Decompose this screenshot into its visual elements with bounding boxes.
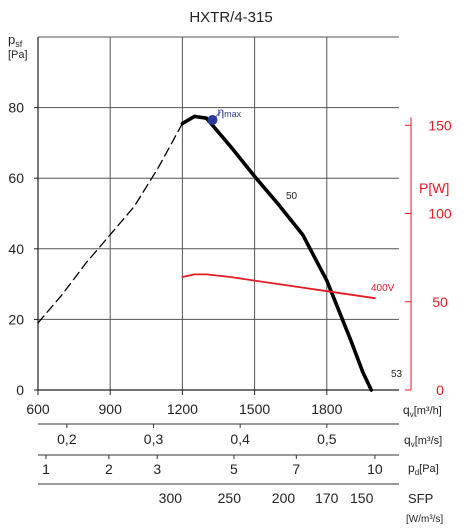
y-right-tick-label: 150 [428, 117, 452, 133]
sfp-label: SFP [408, 491, 433, 506]
y-left-tick-label: 40 [8, 241, 24, 257]
x-label-unit: [m³/h] [414, 405, 442, 417]
y-right-ticks: 0 50 100 150 [405, 117, 452, 398]
pd-tick-label: 3 [153, 461, 161, 477]
eta-symbol: η [217, 105, 224, 119]
qv-m3s-label-sub: v [411, 440, 415, 449]
eta-max-point [207, 114, 218, 125]
secondary-axis-label-flow-m3s: qv[m³/s] [404, 433, 442, 449]
sfp-tick-label: 300 [159, 490, 183, 506]
x-label-sub: v [410, 410, 414, 419]
y-right-tick-label: 100 [428, 206, 452, 222]
x-tick-label: 1200 [167, 401, 198, 417]
pd-label-main: p [408, 461, 415, 475]
y-left-label-sub: sf [15, 39, 23, 49]
y-left-axis-unit: [Pa] [8, 49, 28, 61]
curve-label-50: 50 [286, 191, 298, 202]
pd-tick-label: 5 [230, 461, 238, 477]
qv-m3s-label-main: q [404, 433, 411, 447]
pd-tick-label: 2 [105, 461, 113, 477]
y-left-tick-label: 0 [16, 382, 24, 398]
series-line-dashed-extension [37, 122, 184, 324]
pd-label-unit: [Pa] [419, 463, 439, 475]
eta-sub: max [224, 109, 242, 119]
x-tick-label: 1500 [239, 401, 270, 417]
x-tick-label: 1800 [311, 401, 342, 417]
y-left-label-main: p [8, 32, 15, 47]
y-left-axis-label: psf [8, 32, 23, 49]
x-tick-label: 600 [26, 401, 50, 417]
series-line-400v [181, 273, 376, 300]
power-label-400v: 400V [371, 283, 395, 294]
eta-max-leader [215, 111, 221, 118]
x-label-main: q [403, 403, 410, 417]
pd-tick-label: 1 [42, 461, 50, 477]
sfp-unit: [W/m³/s] [406, 514, 443, 525]
sfp-tick-label: 250 [218, 490, 242, 506]
y-left-tick-label: 20 [8, 311, 24, 327]
pd-tick-label: 7 [292, 461, 300, 477]
series-line-50 [180, 114, 374, 392]
qv-m3s-tick-label: 0,2 [57, 431, 77, 447]
x-axis-label: qv[m³/h] [403, 403, 442, 419]
chart-title: HXTR/4-315 [189, 9, 272, 26]
pd-tick-label: 10 [367, 461, 383, 477]
qv-m3s-tick-label: 0,3 [144, 431, 164, 447]
x-tick-label: 900 [99, 401, 123, 417]
series-layer [37, 114, 376, 392]
sfp-tick-label: 200 [272, 490, 296, 506]
x-axis-ticks: 600 900 1200 1500 1800 [26, 390, 343, 417]
secondary-axis-label-pd: pd[Pa] [408, 461, 439, 477]
y-right-tick-label: 50 [432, 294, 448, 310]
secondary-axes: qv[m³/s] pd[Pa] SFP [W/m³/s] 0,2 0,3 0,4 0,… [38, 423, 443, 525]
qv-m3s-tick-label: 0,5 [317, 431, 337, 447]
sfp-tick-label: 150 [350, 490, 374, 506]
qv-m3s-tick-label: 0,4 [230, 431, 250, 447]
y-left-ticks: 0 20 40 60 80 [8, 100, 38, 398]
eta-max-label: ηmax [217, 105, 241, 119]
y-right-axis-label: P[W] [419, 180, 449, 196]
y-right-tick-label: 0 [436, 382, 444, 398]
annotations-layer: ηmax 50 53 400V [207, 105, 403, 380]
y-left-tick-label: 80 [8, 100, 24, 116]
secondary-tick-labels: 0,2 0,3 0,4 0,5 1 2 3 5 7 10 300 250 200 170 150 [42, 424, 383, 506]
y-left-tick-label: 60 [8, 170, 24, 186]
sfp-tick-label: 170 [315, 490, 339, 506]
pd-label-sub: d [415, 468, 419, 477]
curve-label-53: 53 [391, 369, 403, 380]
grid [37, 36, 399, 391]
qv-m3s-label-unit: [m³/s] [415, 435, 443, 447]
